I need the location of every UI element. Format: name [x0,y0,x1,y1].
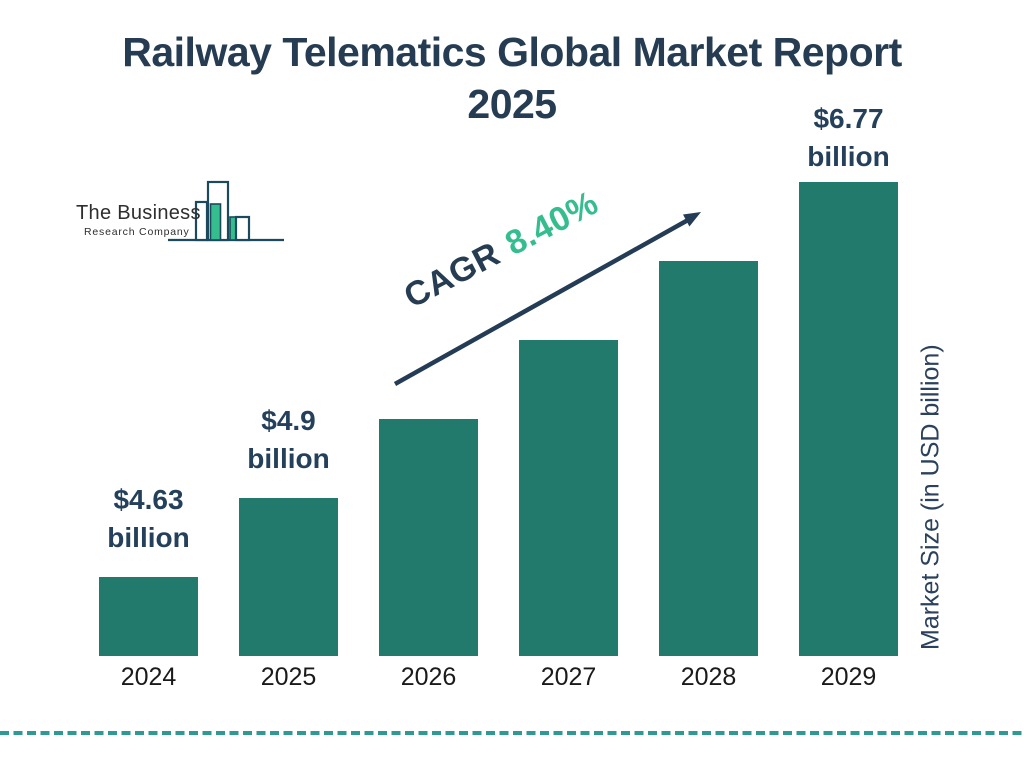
bar-2029 [799,182,898,656]
x-tick-2025: 2025 [260,663,317,691]
x-tick-2026: 2026 [400,663,457,691]
x-tick-2028: 2028 [680,663,737,691]
cagr-value: 8.40% [499,183,605,264]
growth-arrow-head-icon [683,212,701,227]
value-label-2024: $4.63 billion [107,484,190,553]
page-title-line2: 2025 [467,81,557,127]
x-tick-2029: 2029 [820,663,877,691]
bar-2028 [659,261,758,656]
logo-bar-chart-icon [168,180,284,242]
page-title-line1: Railway Telematics Global Market Report [122,29,902,75]
cagr-label: CAGR [398,234,507,316]
bar-2024 [99,577,198,656]
value-label-2025: $4.9 billion [247,405,330,474]
value-label-2029: $6.77 billion [807,103,890,172]
bar-2026 [379,419,478,656]
cagr-annotation: CAGR8.40% [398,184,605,317]
y-axis-label: Market Size (in USD billion) [916,344,945,650]
bar-2025 [239,498,338,656]
page-title: Railway Telematics Global Market Report … [0,26,1024,130]
x-tick-2027: 2027 [540,663,597,691]
company-logo: The Business Research Company [62,170,297,248]
logo-text-primary: The Business [76,202,201,224]
logo-text-secondary: Research Company [84,226,190,238]
x-tick-2024: 2024 [120,663,177,691]
bar-2027 [519,340,618,656]
